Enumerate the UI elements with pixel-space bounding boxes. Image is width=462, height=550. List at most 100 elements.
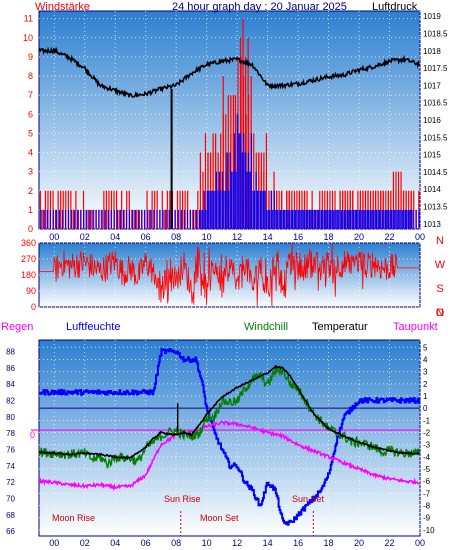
- temperature-tick-label: -1: [423, 416, 431, 425]
- temperature-tick-label: 5: [423, 343, 428, 352]
- wind-gust-bar: [253, 133, 255, 229]
- wind-average-bar: [220, 190, 222, 229]
- wind-average-bar: [128, 209, 131, 229]
- wind-average-bar: [352, 209, 355, 229]
- temperature-tick-label: -10: [423, 526, 435, 535]
- wind-gust-bar: [151, 190, 153, 229]
- wind-average-bar: [418, 209, 420, 229]
- wind-average-bar: [227, 190, 230, 229]
- wind-average-bar: [322, 209, 324, 229]
- wind-gust-bar: [154, 190, 156, 229]
- wind-average-bar: [314, 209, 317, 229]
- wind-average-bar: [240, 133, 242, 229]
- wind-average-bar: [316, 209, 318, 229]
- wind-average-bar: [410, 209, 413, 229]
- wind-speed-tick-label: 10: [23, 33, 33, 43]
- wind-gust-bar: [182, 190, 184, 229]
- pressure-line: [38, 46, 420, 98]
- wind-speed-tick-label: 11: [24, 14, 33, 24]
- wind-average-bar: [378, 209, 381, 229]
- wind-average-bar: [301, 209, 303, 229]
- wind-average-bar: [339, 209, 341, 229]
- x-tick-label: 18: [324, 232, 334, 242]
- wind-average-bar: [320, 209, 323, 229]
- x-tick-label: 12: [232, 538, 242, 548]
- wind-average-bar: [401, 209, 403, 229]
- wind-average-bar: [238, 133, 240, 229]
- sun-rise-label: Sun Rise: [164, 494, 201, 504]
- wind-average-bar: [302, 209, 304, 229]
- wind-speed-tick-label: 4: [28, 148, 33, 158]
- wind-average-bar: [334, 209, 336, 229]
- wind-gust-bar: [220, 133, 222, 229]
- wind-gust-bar: [100, 209, 102, 229]
- humidity-line: [38, 348, 421, 526]
- wind-average-bar: [244, 152, 246, 229]
- wind-average-bar: [208, 190, 210, 229]
- wind-direction-tick-label: 180: [21, 270, 36, 280]
- humidity-tick-label: 84: [6, 380, 15, 389]
- x-tick-label: 16: [293, 232, 303, 242]
- wind-gust-bar: [352, 190, 354, 229]
- wind-average-bar: [305, 209, 307, 229]
- wind-average-bar: [304, 209, 306, 229]
- wind-average-bar: [285, 209, 288, 229]
- wind-average-bar: [319, 209, 321, 229]
- rain-label: Regen: [1, 321, 33, 333]
- wind-average-bar: [328, 209, 330, 229]
- wind-gust-bar: [405, 190, 407, 229]
- wind-speed-tick-label: 1: [28, 205, 33, 215]
- sun-set-label: Sun Set: [292, 494, 325, 504]
- wind-average-bar: [258, 190, 260, 229]
- windchill-label: Windchill: [244, 321, 288, 333]
- wind-average-bar: [221, 171, 224, 229]
- wind-average-bar: [267, 209, 269, 229]
- wind-average-bar: [360, 209, 362, 229]
- wind-average-bar: [354, 209, 356, 229]
- x-tick-label: 14: [263, 232, 273, 242]
- x-tick-label: 12: [232, 232, 242, 242]
- wind-average-bar: [209, 190, 211, 229]
- pressure-tick-label: 1018.5: [423, 29, 448, 38]
- wind-average-bar: [266, 209, 268, 229]
- humidity-tick-label: 88: [6, 347, 15, 356]
- wind-speed-tick-label: 2: [28, 186, 33, 196]
- wind-average-bar: [101, 209, 103, 229]
- wind-average-bar: [55, 209, 57, 229]
- wind-average-bar: [74, 209, 76, 229]
- wind-average-bar: [415, 209, 417, 229]
- x-tick-label: 06: [141, 232, 151, 242]
- wind-gust-bar: [413, 190, 415, 229]
- wind-average-bar: [110, 209, 112, 229]
- wind-gust-bar: [260, 171, 262, 229]
- wind-average-bar: [46, 209, 48, 229]
- humidity-tick-label: 86: [6, 364, 15, 373]
- wind-average-bar: [256, 190, 259, 229]
- wind-average-bar: [333, 209, 335, 229]
- wind-average-bar: [174, 209, 176, 229]
- wind-average-bar: [372, 209, 374, 229]
- temperature-tick-label: -7: [423, 489, 431, 498]
- wind-average-bar: [371, 209, 373, 229]
- wind-average-bar: [359, 209, 361, 229]
- x-tick-label: 20: [354, 538, 364, 548]
- wind-average-bar: [92, 209, 94, 229]
- wind-average-bar: [43, 209, 45, 229]
- wind-average-bar: [237, 114, 239, 229]
- temperature-tick-label: -8: [423, 502, 431, 511]
- wind-average-bar: [226, 152, 228, 229]
- wind-gust-bar: [336, 209, 339, 229]
- wind-average-bar: [52, 209, 54, 229]
- pressure-tick-label: 1013: [423, 220, 441, 229]
- compass-letter: N: [436, 307, 444, 319]
- wind-average-bar: [119, 209, 121, 229]
- x-tick-label: 10: [202, 232, 212, 242]
- wind-gust-bar: [161, 190, 163, 229]
- wind-average-bar: [83, 209, 85, 229]
- wind-average-bar: [186, 209, 189, 229]
- pressure-tick-label: 1017.5: [423, 64, 448, 73]
- wind-gust-bar: [314, 209, 316, 229]
- wind-gust-bar: [367, 190, 369, 229]
- wind-average-bar: [199, 209, 201, 229]
- wind-average-bar: [330, 209, 332, 229]
